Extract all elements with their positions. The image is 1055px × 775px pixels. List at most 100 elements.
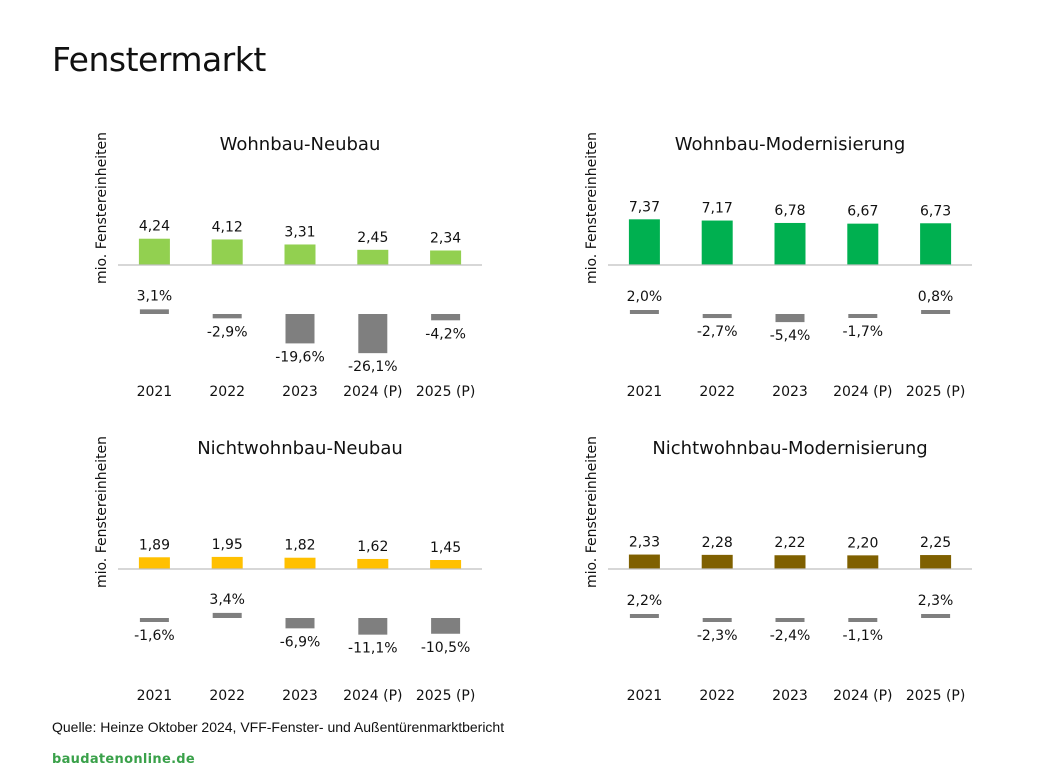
y-axis-label: mio. Fenstereinheiten (584, 436, 600, 588)
category-label: 2024 (P) (833, 384, 892, 400)
change-label: 3,1% (137, 288, 173, 304)
category-label: 2022 (209, 384, 245, 400)
category-label: 2025 (P) (906, 688, 965, 704)
chart-wohnbau-modernisierung: Wohnbau-Modernisierung mio. Fenstereinhei… (580, 128, 1010, 428)
change-label: -19,6% (275, 349, 325, 365)
category-label: 2024 (P) (343, 688, 402, 704)
chart-svg: Nichtwohnbau-Modernisierung mio. Fenstere… (584, 436, 972, 704)
chart-title: Wohnbau-Modernisierung (675, 134, 906, 155)
bar-2024 (P) (847, 223, 879, 265)
bar-2025 (P) (430, 250, 462, 265)
change-bar-2024 (P) (358, 618, 388, 635)
category-label: 2022 (699, 688, 735, 704)
value-label: 2,34 (430, 230, 461, 246)
change-label: -11,1% (348, 641, 398, 657)
change-bar-2024 (P) (848, 618, 878, 622)
y-axis-label: mio. Fenstereinheiten (94, 436, 110, 588)
category-label: 2024 (P) (343, 384, 402, 400)
bar-2023 (284, 557, 316, 569)
category-label: 2021 (627, 688, 663, 704)
bar-2022 (701, 554, 733, 569)
change-bar-2021 (139, 309, 169, 314)
chart-svg: Wohnbau-Modernisierung mio. Fenstereinhei… (584, 132, 972, 400)
change-label: -26,1% (348, 359, 398, 375)
bar-2023 (284, 244, 316, 265)
change-bar-2023 (775, 314, 805, 323)
category-label: 2021 (627, 384, 663, 400)
change-label: -2,4% (770, 628, 811, 644)
change-label: 2,3% (918, 593, 954, 609)
chart-svg: Nichtwohnbau-Neubau mio. Fenstereinheiten… (94, 436, 482, 704)
category-label: 2023 (282, 688, 318, 704)
value-label: 2,22 (774, 535, 805, 551)
chart-title: Nichtwohnbau-Neubau (197, 438, 403, 459)
bar-2024 (P) (357, 249, 389, 265)
bar-2021 (628, 219, 660, 265)
chart-nichtwohnbau-modernisierung: Nichtwohnbau-Modernisierung mio. Fenstere… (580, 432, 1010, 732)
category-label: 2021 (137, 384, 173, 400)
change-bar-2023 (285, 314, 315, 344)
category-label: 2023 (772, 688, 808, 704)
category-label: 2023 (772, 384, 808, 400)
change-bar-2024 (P) (358, 314, 388, 354)
change-bar-2021 (629, 310, 659, 314)
change-label: -10,5% (421, 640, 471, 656)
bar-2022 (701, 220, 733, 265)
change-bar-2022 (212, 612, 242, 618)
change-label: 3,4% (209, 592, 245, 608)
value-label: 6,78 (774, 203, 805, 219)
y-axis-label: mio. Fenstereinheiten (584, 132, 600, 284)
change-bar-2022 (702, 314, 732, 319)
category-label: 2021 (137, 688, 173, 704)
chart-svg: Wohnbau-Neubau mio. Fenstereinheiten 4,24 3… (94, 132, 482, 400)
bar-2025 (P) (430, 560, 462, 569)
bar-2022 (211, 556, 243, 569)
change-bar-2022 (212, 314, 242, 319)
change-label: -2,3% (697, 628, 738, 644)
value-label: 1,95 (212, 537, 243, 553)
value-label: 1,89 (139, 537, 170, 553)
chart-nichtwohnbau-neubau: Nichtwohnbau-Neubau mio. Fenstereinheiten… (90, 432, 520, 732)
value-label: 2,28 (702, 535, 733, 551)
category-label: 2025 (P) (416, 384, 475, 400)
value-label: 2,45 (357, 230, 388, 246)
change-label: 0,8% (918, 289, 954, 305)
bar-2025 (P) (920, 555, 952, 569)
change-label: -4,2% (425, 326, 466, 342)
chart-wohnbau-neubau: Wohnbau-Neubau mio. Fenstereinheiten 4,24 3… (90, 128, 520, 428)
page-title: Fenstermarkt (52, 40, 266, 79)
value-label: 6,67 (847, 204, 878, 220)
category-label: 2025 (P) (906, 384, 965, 400)
brand-link[interactable]: baudatenonline.de (52, 752, 196, 767)
value-label: 4,12 (212, 219, 243, 235)
change-label: -2,9% (207, 324, 248, 340)
change-bar-2025 (P) (921, 614, 951, 618)
value-label: 2,25 (920, 535, 951, 551)
value-label: 2,20 (847, 535, 878, 551)
change-bar-2025 (P) (431, 314, 461, 321)
value-label: 1,62 (357, 539, 388, 555)
change-bar-2025 (P) (921, 310, 951, 314)
change-label: -1,1% (842, 628, 883, 644)
bar-2022 (211, 239, 243, 265)
change-bar-2021 (629, 614, 659, 618)
source-note: Quelle: Heinze Oktober 2024, VFF-Fenster… (52, 719, 505, 735)
change-label: -1,7% (842, 324, 883, 340)
category-label: 2022 (699, 384, 735, 400)
value-label: 6,73 (920, 203, 951, 219)
bar-2025 (P) (920, 223, 952, 265)
value-label: 7,37 (629, 199, 660, 215)
value-label: 4,24 (139, 219, 170, 235)
bar-2021 (138, 557, 170, 569)
bar-2021 (628, 554, 660, 569)
bar-2023 (774, 222, 806, 265)
change-label: 2,2% (627, 593, 663, 609)
value-label: 3,31 (284, 224, 315, 240)
change-label: -2,7% (697, 324, 738, 340)
change-bar-2022 (702, 618, 732, 622)
bar-2024 (P) (847, 555, 879, 569)
change-bar-2023 (285, 618, 315, 629)
change-bar-2025 (P) (431, 618, 461, 634)
change-bar-2023 (775, 618, 805, 622)
change-bar-2024 (P) (848, 314, 878, 318)
